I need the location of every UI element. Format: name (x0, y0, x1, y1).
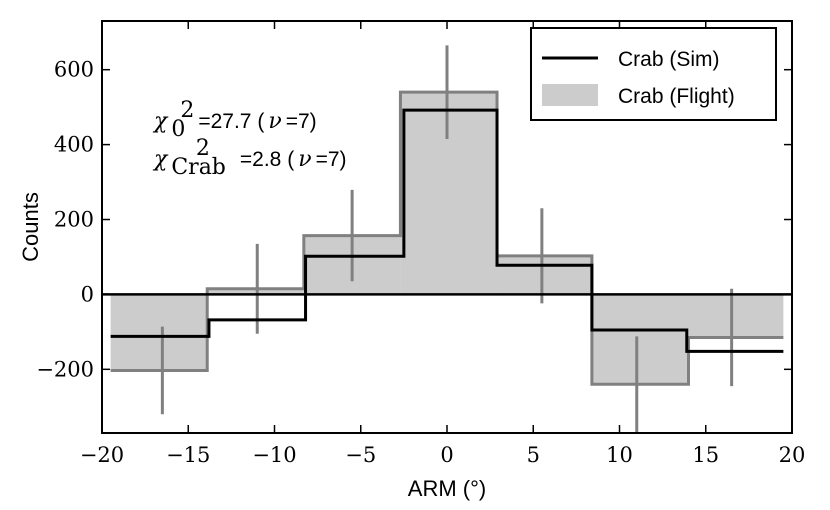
chi0-subscript: 0 (171, 117, 185, 142)
flight-bin-6 (688, 294, 784, 338)
chicrab-dof: =7) (316, 148, 347, 171)
x-tick-label-2: −10 (252, 443, 296, 467)
flight-bin-0 (110, 294, 208, 371)
flight-bin-4 (497, 255, 592, 295)
y-tick-label-0: −200 (36, 357, 94, 381)
flight-step-outline (110, 90, 784, 386)
plot-area (102, 45, 792, 433)
x-tick-label-0: −20 (80, 443, 124, 467)
chicrab-symbol: χ (152, 147, 169, 172)
legend-flight-swatch (542, 84, 598, 106)
y-tick-label-2: 200 (54, 208, 94, 232)
x-tick-label-5: 5 (527, 443, 540, 467)
legend-sim-label: Crab (Sim) (618, 48, 720, 71)
x-tick-label-3: −5 (345, 443, 376, 467)
x-tick-label-8: 20 (779, 443, 806, 467)
chicrab-superscript: 2 (196, 136, 210, 161)
chi0-value: =27.7 ( (198, 110, 264, 133)
x-tick-label-7: 15 (692, 443, 719, 467)
legend: Crab (Sim) Crab (Flight) (530, 27, 777, 121)
x-tick-label-4: 0 (440, 443, 453, 467)
flight-bin-5 (591, 294, 689, 385)
flight-bin-3 (400, 92, 498, 295)
chi0-symbol: χ (152, 109, 169, 134)
y-axis-title: Counts (18, 192, 43, 262)
y-tick-label-4: 600 (54, 58, 94, 82)
y-tick-label-1: 0 (81, 282, 94, 306)
svg-text:χ Crab 2 =2.: χ Crab 2 =2.8 ( ν =7) (152, 136, 347, 180)
chi0-nu: ν (268, 109, 281, 134)
chi0-superscript: 2 (180, 98, 194, 123)
sim-step-line (110, 108, 784, 353)
chicrab-subscript: Crab (171, 155, 226, 180)
y-tick-label-3: 400 (54, 133, 94, 157)
x-axis-title: ARM (°) (408, 476, 486, 501)
chi0-dof: =7) (286, 110, 317, 133)
chi-square-annotation: χ 0 2 =27.7 ( ν =7) χ Crab 2 =2.8 ( ν =7… (152, 98, 347, 180)
svg-text:χ 0 2 =27.7: χ 0 2 =27.7 ( ν =7) (152, 98, 317, 142)
chicrab-value: =2.8 ( (240, 148, 294, 171)
chicrab-nu: ν (298, 147, 311, 172)
flight-bin-1 (207, 288, 304, 295)
legend-flight-label: Crab (Flight) (618, 85, 735, 108)
x-tick-label-6: 10 (606, 443, 633, 467)
x-tick-label-1: −15 (166, 443, 210, 467)
